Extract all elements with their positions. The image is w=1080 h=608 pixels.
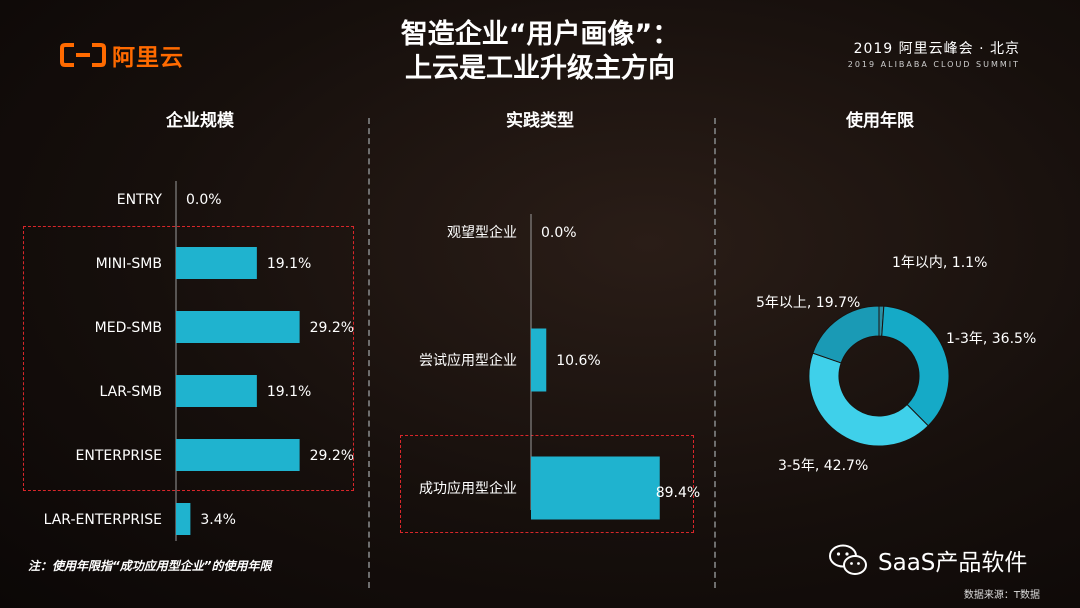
logo-text: 阿里云	[112, 45, 184, 71]
bar	[176, 439, 300, 471]
bar	[531, 456, 660, 520]
chart-title-company-size: 企业规模	[166, 111, 234, 131]
bar	[176, 311, 300, 343]
practice-type-bar-chart: 观望型企业 0.0% 尝试应用型企业 10.6% 成功应用型企业 89.4%	[419, 214, 700, 520]
value-label: 29.2%	[310, 320, 354, 336]
value-label: 19.1%	[267, 256, 311, 272]
value-label: 29.2%	[310, 448, 354, 464]
page-title: 智造企业“用户画像”： 上云是工业升级主方向	[0, 18, 1080, 86]
summit-main-text: 2019 阿里云峰会 · 北京	[853, 41, 1020, 57]
column-divider-2	[714, 118, 716, 588]
alibaba-cloud-logo-icon	[60, 43, 106, 67]
column-divider-1	[368, 118, 370, 588]
watermark-text: SaaS产品软件	[878, 550, 1028, 576]
category-label: 成功应用型企业	[419, 480, 517, 497]
chart-title-usage-years: 使用年限	[846, 111, 914, 131]
category-label: ENTRY	[117, 192, 163, 208]
slice-label: 3-5年, 42.7%	[778, 458, 868, 474]
chart-title-practice-type: 实践类型	[506, 111, 574, 131]
slice-label: 5年以上, 19.7%	[756, 295, 860, 311]
bar	[176, 247, 257, 279]
title-line-1: 智造企业“用户画像”：	[400, 19, 680, 50]
bar	[176, 503, 191, 535]
data-source: 数据来源：T数据	[963, 590, 1040, 601]
category-label: LAR-ENTERPRISE	[44, 512, 162, 528]
bar	[531, 328, 547, 392]
category-label: MINI-SMB	[96, 256, 162, 272]
alibaba-cloud-logo: 阿里云	[60, 38, 184, 72]
usage-years-donut-chart: 1年以内, 1.1% 1-3年, 36.5% 3-5年, 42.7% 5年以上, 19…	[756, 255, 1036, 474]
highlight-box-practice-type	[400, 435, 694, 533]
bar	[176, 375, 257, 407]
summit-sub-text: 2019 ALIBABA CLOUD SUMMIT	[847, 60, 1020, 69]
value-label: 89.4%	[656, 485, 700, 501]
slice-label: 1年以内, 1.1%	[892, 255, 987, 271]
value-label: 3.4%	[200, 512, 236, 528]
slice-label: 1-3年, 36.5%	[946, 331, 1036, 347]
donut-slice	[812, 305, 880, 364]
value-label: 19.1%	[267, 384, 311, 400]
category-label: ENTERPRISE	[76, 448, 162, 464]
summit-badge: 2019 阿里云峰会 · 北京 2019 ALIBABA CLOUD SUMMI…	[848, 38, 1020, 69]
wechat-icon	[829, 544, 867, 575]
category-label: 观望型企业	[447, 224, 517, 241]
category-label: MED-SMB	[95, 320, 162, 336]
highlight-box-company-size	[23, 226, 354, 491]
company-size-bar-chart: ENTRY 0.0% MINI-SMB 19.1% MED-SMB 29.2% LAR-SM…	[44, 181, 354, 541]
value-label: 0.0%	[541, 225, 577, 241]
donut-slice	[881, 305, 950, 427]
category-label: LAR-SMB	[100, 384, 162, 400]
footnote: 注：使用年限指“成功应用型企业”的使用年限	[28, 559, 272, 573]
category-label: 尝试应用型企业	[419, 352, 517, 369]
watermark: SaaS产品软件	[828, 543, 1027, 577]
donut-slice	[808, 352, 929, 447]
title-line-2: 上云是工业升级主方向	[405, 53, 675, 84]
value-label: 0.0%	[186, 192, 222, 208]
value-label: 10.6%	[556, 353, 600, 369]
